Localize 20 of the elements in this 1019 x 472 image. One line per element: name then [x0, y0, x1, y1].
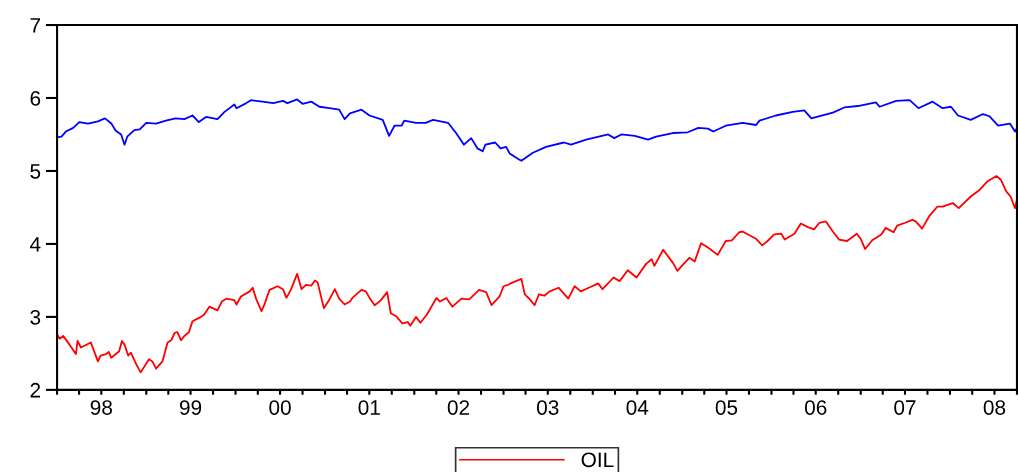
x-tick-label: 03 — [537, 400, 559, 415]
x-tick-label: 98 — [90, 400, 112, 415]
y-tick-label: 6 — [30, 90, 41, 106]
x-tick-label: 02 — [447, 400, 470, 415]
y-tick-label: 4 — [29, 237, 41, 252]
x-tick-label: 08 — [983, 400, 1006, 415]
x-tick-label: 07 — [894, 400, 916, 415]
y-tick-label: 7 — [30, 18, 41, 33]
y-tick-label: 5 — [30, 164, 41, 179]
x-tick-label: 00 — [269, 400, 291, 415]
y-tick-label: 3 — [30, 309, 41, 325]
x-tick-label: 05 — [715, 400, 738, 415]
line-series — [57, 175, 1017, 374]
line-series — [57, 98, 1017, 162]
y-tick-label: 2 — [30, 382, 41, 398]
x-tick-label: 04 — [626, 400, 649, 415]
text: OIL — [581, 452, 614, 468]
x-tick-label: 06 — [804, 400, 827, 415]
x-tick-label: 99 — [179, 400, 202, 415]
x-tick-label: 01 — [358, 400, 380, 415]
